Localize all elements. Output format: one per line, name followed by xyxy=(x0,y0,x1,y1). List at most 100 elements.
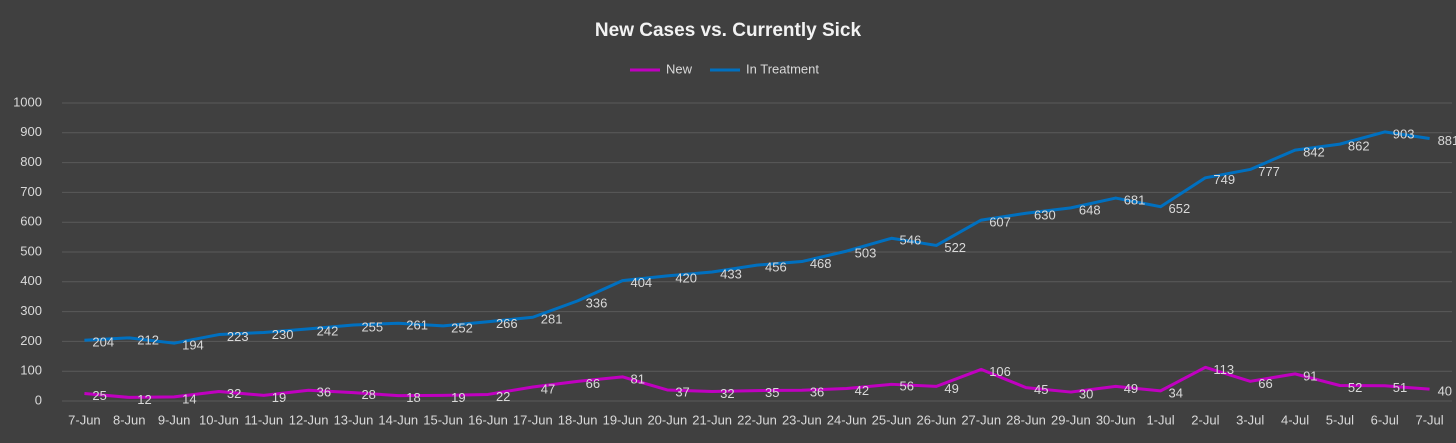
data-label: 49 xyxy=(1124,381,1138,396)
data-label: 546 xyxy=(900,233,922,248)
data-label: 903 xyxy=(1393,126,1415,141)
data-label: 777 xyxy=(1258,164,1280,179)
data-label: 194 xyxy=(182,338,204,353)
data-label: 336 xyxy=(586,295,608,310)
data-label: 34 xyxy=(1169,385,1183,400)
data-label: 242 xyxy=(317,323,339,338)
data-label: 230 xyxy=(272,327,294,342)
y-tick-label: 100 xyxy=(20,363,42,378)
data-label: 12 xyxy=(137,392,151,407)
data-label: 468 xyxy=(810,256,832,271)
data-label: 261 xyxy=(406,318,428,333)
data-label: 842 xyxy=(1303,145,1325,160)
x-tick-label: 5-Jul xyxy=(1326,412,1354,427)
x-tick-label: 16-Jun xyxy=(468,412,508,427)
y-tick-label: 1000 xyxy=(13,94,42,109)
data-label: 52 xyxy=(1348,380,1362,395)
data-label: 204 xyxy=(92,335,114,350)
x-tick-label: 21-Jun xyxy=(692,412,732,427)
data-label: 522 xyxy=(944,240,966,255)
data-label: 47 xyxy=(541,381,555,396)
data-label: 503 xyxy=(855,246,877,261)
data-label: 433 xyxy=(720,266,742,281)
x-tick-label: 1-Jul xyxy=(1146,412,1174,427)
data-label: 607 xyxy=(989,215,1011,230)
data-label: 51 xyxy=(1393,380,1407,395)
data-label: 255 xyxy=(361,319,383,334)
x-tick-label: 7-Jul xyxy=(1415,412,1443,427)
x-tick-label: 10-Jun xyxy=(199,412,239,427)
x-tick-label: 15-Jun xyxy=(423,412,463,427)
data-label: 35 xyxy=(765,385,779,400)
data-label: 32 xyxy=(227,386,241,401)
data-label: 91 xyxy=(1303,368,1317,383)
data-label: 19 xyxy=(451,390,465,405)
data-label: 30 xyxy=(1079,386,1093,401)
data-label: 25 xyxy=(92,388,106,403)
x-tick-label: 18-Jun xyxy=(558,412,598,427)
data-label: 281 xyxy=(541,312,563,327)
y-tick-label: 800 xyxy=(20,154,42,169)
data-label: 36 xyxy=(810,385,824,400)
data-label: 404 xyxy=(630,275,652,290)
y-tick-label: 700 xyxy=(20,184,42,199)
data-label: 113 xyxy=(1213,362,1234,377)
x-tick-label: 30-Jun xyxy=(1096,412,1136,427)
data-label: 266 xyxy=(496,316,518,331)
data-label: 19 xyxy=(272,390,286,405)
data-label: 212 xyxy=(137,332,159,347)
data-label: 862 xyxy=(1348,139,1370,154)
y-tick-label: 0 xyxy=(35,392,42,407)
chart-title: New Cases vs. Currently Sick xyxy=(595,20,862,41)
data-label: 749 xyxy=(1213,172,1235,187)
legend-label: In Treatment xyxy=(746,61,819,76)
x-tick-label: 22-Jun xyxy=(737,412,777,427)
y-tick-label: 600 xyxy=(20,214,42,229)
x-tick-label: 6-Jul xyxy=(1371,412,1399,427)
x-tick-label: 12-Jun xyxy=(289,412,329,427)
x-tick-label: 17-Jun xyxy=(513,412,553,427)
x-tick-label: 23-Jun xyxy=(782,412,822,427)
data-label: 42 xyxy=(855,383,869,398)
data-label: 56 xyxy=(900,379,914,394)
x-tick-label: 7-Jun xyxy=(68,412,101,427)
data-label: 36 xyxy=(317,385,331,400)
y-tick-label: 200 xyxy=(20,333,42,348)
x-tick-label: 27-Jun xyxy=(961,412,1001,427)
x-tick-label: 8-Jun xyxy=(113,412,146,427)
data-label: 32 xyxy=(720,386,734,401)
x-tick-label: 3-Jul xyxy=(1236,412,1264,427)
series-line xyxy=(84,365,1430,399)
data-label: 630 xyxy=(1034,208,1056,223)
data-label: 456 xyxy=(765,260,787,275)
x-tick-label: 28-Jun xyxy=(1006,412,1046,427)
y-tick-label: 900 xyxy=(20,124,42,139)
data-label: 40 xyxy=(1438,384,1452,399)
data-label: 681 xyxy=(1124,192,1146,207)
x-tick-label: 26-Jun xyxy=(916,412,956,427)
data-label: 252 xyxy=(451,320,473,335)
data-label: 66 xyxy=(1258,376,1272,391)
data-label: 106 xyxy=(989,364,1011,379)
data-label: 648 xyxy=(1079,202,1101,217)
data-label: 22 xyxy=(496,389,510,404)
data-label: 881 xyxy=(1438,133,1456,148)
data-label: 37 xyxy=(675,384,689,399)
x-tick-label: 25-Jun xyxy=(872,412,912,427)
x-tick-label: 11-Jun xyxy=(244,412,283,427)
data-label: 223 xyxy=(227,329,249,344)
x-tick-label: 20-Jun xyxy=(647,412,687,427)
x-tick-label: 13-Jun xyxy=(334,412,374,427)
data-label: 49 xyxy=(944,381,958,396)
series-line xyxy=(84,130,1430,345)
data-label: 81 xyxy=(630,371,644,386)
x-tick-label: 24-Jun xyxy=(827,412,867,427)
y-tick-label: 400 xyxy=(20,273,42,288)
data-label: 66 xyxy=(586,376,600,391)
x-tick-label: 29-Jun xyxy=(1051,412,1091,427)
data-label: 18 xyxy=(406,390,420,405)
y-tick-label: 300 xyxy=(20,303,42,318)
x-tick-label: 14-Jun xyxy=(378,412,418,427)
data-label: 14 xyxy=(182,391,196,406)
data-label: 28 xyxy=(361,387,375,402)
